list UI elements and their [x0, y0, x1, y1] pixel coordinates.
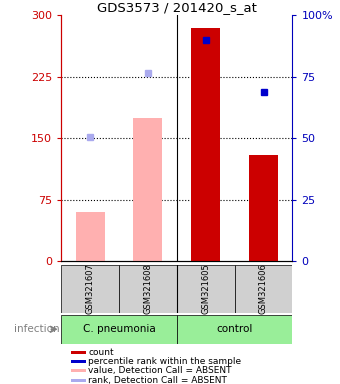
- Bar: [71, 369, 86, 372]
- Bar: [71, 351, 86, 354]
- Text: value, Detection Call = ABSENT: value, Detection Call = ABSENT: [88, 366, 232, 376]
- Bar: [249, 155, 278, 261]
- Text: percentile rank within the sample: percentile rank within the sample: [88, 357, 241, 366]
- Text: GSM321607: GSM321607: [86, 263, 95, 314]
- Bar: [119, 265, 177, 313]
- Bar: [61, 265, 119, 313]
- Bar: [191, 28, 220, 261]
- Bar: [177, 265, 235, 313]
- Bar: [235, 265, 292, 313]
- Text: infection: infection: [14, 324, 60, 334]
- Text: GSM321608: GSM321608: [143, 263, 152, 314]
- Bar: [75, 212, 105, 261]
- Text: GSM321605: GSM321605: [201, 263, 210, 314]
- Bar: [61, 315, 177, 344]
- Bar: [133, 118, 163, 261]
- Bar: [71, 379, 86, 382]
- Text: control: control: [217, 324, 253, 334]
- Text: GSM321606: GSM321606: [259, 263, 268, 314]
- Text: count: count: [88, 348, 114, 357]
- Bar: [71, 360, 86, 363]
- Text: C. pneumonia: C. pneumonia: [83, 324, 155, 334]
- Title: GDS3573 / 201420_s_at: GDS3573 / 201420_s_at: [97, 1, 257, 14]
- Text: rank, Detection Call = ABSENT: rank, Detection Call = ABSENT: [88, 376, 227, 384]
- Bar: [177, 315, 292, 344]
